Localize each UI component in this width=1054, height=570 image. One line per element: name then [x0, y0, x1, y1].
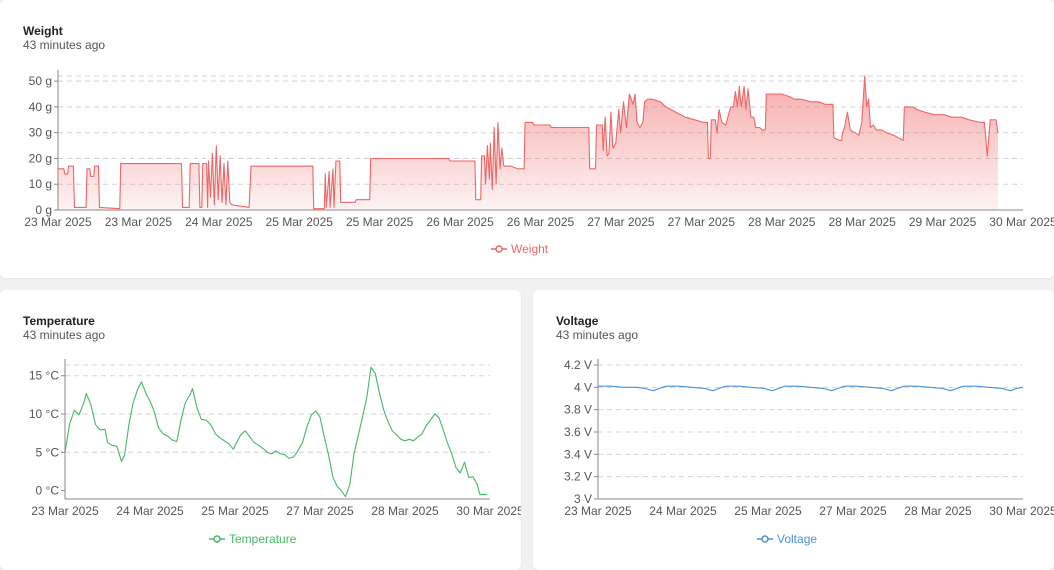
weight-legend[interactable]: Weight — [491, 242, 548, 256]
weight-x-tick-label: 23 Mar 2025 — [24, 215, 92, 229]
weight-title: Weight — [23, 24, 63, 38]
weight-y-tick-label: 20 g — [29, 151, 52, 165]
weight-x-tick-label: 28 Mar 2025 — [748, 215, 816, 229]
temperature-card: Temperature 43 minutes ago 0 °C 5 °C 10 °C… — [0, 290, 521, 570]
voltage-title: Voltage — [556, 314, 599, 328]
weight-x-tick-label: 25 Mar 2025 — [266, 215, 334, 229]
voltage-x-tick-label: 27 Mar 2025 — [819, 504, 887, 518]
voltage-legend[interactable]: Voltage — [757, 532, 817, 546]
voltage-card: Voltage 43 minutes ago 3 V 3.2 V 3.4 V 3.6 … — [533, 290, 1054, 570]
weight-y-tick-label: 40 g — [29, 100, 52, 114]
weight-x-tick-label: 26 Mar 2025 — [426, 215, 494, 229]
voltage-x-tick-label: 24 Mar 2025 — [649, 504, 717, 518]
temperature-legend-label: Temperature — [229, 532, 297, 546]
temperature-x-tick-label: 23 Mar 2025 — [31, 504, 99, 518]
weight-x-tick-label: 24 Mar 2025 — [185, 215, 253, 229]
weight-y-tick-label: 0 g — [35, 203, 52, 217]
voltage-y-tick-label: 3 V — [574, 492, 592, 506]
temperature-x-tick-label: 24 Mar 2025 — [116, 504, 184, 518]
voltage-updated: 43 minutes ago — [556, 328, 639, 342]
temperature-title: Temperature — [23, 314, 95, 328]
voltage-y-tick-label: 3.8 V — [564, 403, 592, 417]
weight-legend-label: Weight — [511, 242, 549, 256]
weight-x-tick-label: 26 Mar 2025 — [507, 215, 575, 229]
weight-x-tick-label: 23 Mar 2025 — [105, 215, 173, 229]
temperature-legend[interactable]: Temperature — [209, 532, 296, 546]
weight-y-tick-label: 30 g — [29, 126, 52, 140]
weight-x-tick-label: 28 Mar 2025 — [828, 215, 896, 229]
weight-series-area — [58, 76, 998, 210]
temperature-chart[interactable]: 0 °C 5 °C 10 °C 15 °C 23 Mar 2025 24 Mar 2025… — [0, 290, 521, 570]
temperature-x-tick-label: 28 Mar 2025 — [371, 504, 439, 518]
voltage-y-tick-label: 4 V — [574, 380, 592, 394]
temperature-y-tick-label: 5 °C — [36, 445, 60, 459]
weight-y-tick-label: 10 g — [29, 177, 52, 191]
temperature-y-tick-label: 15 °C — [29, 369, 59, 383]
temperature-x-tick-label: 25 Mar 2025 — [201, 504, 269, 518]
weight-x-tick-label: 30 Mar 2025 — [989, 215, 1054, 229]
weight-series-line — [58, 75, 999, 210]
voltage-series-line — [598, 385, 1024, 392]
voltage-y-tick-label: 3.4 V — [564, 447, 592, 461]
weight-y-tick-label: 50 g — [29, 74, 52, 88]
weight-chart[interactable]: 0 g 10 g 20 g 30 g 40 g 50 g 23 Mar 2025 23 Mar… — [0, 0, 1054, 278]
temperature-y-tick-label: 10 °C — [29, 407, 59, 421]
voltage-x-tick-label: 25 Mar 2025 — [734, 504, 802, 518]
temperature-x-tick-label: 30 Mar 2025 — [456, 504, 521, 518]
voltage-chart[interactable]: 3 V 3.2 V 3.4 V 3.6 V 3.8 V 4 V 4.2 V 23 Mar 20… — [533, 290, 1054, 570]
voltage-y-tick-label: 4.2 V — [564, 358, 592, 372]
weight-x-tick-label: 27 Mar 2025 — [587, 215, 655, 229]
voltage-y-tick-label: 3.6 V — [564, 425, 592, 439]
voltage-y-tick-label: 3.2 V — [564, 470, 592, 484]
temperature-y-tick-label: 0 °C — [36, 484, 60, 498]
weight-x-tick-label: 27 Mar 2025 — [668, 215, 736, 229]
temperature-x-tick-label: 27 Mar 2025 — [286, 504, 354, 518]
weight-card: Weight 43 minutes ago 0 g 10 g 20 g 30 g 40 … — [0, 0, 1054, 278]
voltage-x-tick-label: 28 Mar 2025 — [904, 504, 972, 518]
voltage-legend-label: Voltage — [777, 532, 818, 546]
temperature-series-line — [64, 366, 487, 498]
temperature-updated: 43 minutes ago — [23, 328, 106, 342]
weight-x-tick-label: 29 Mar 2025 — [909, 215, 977, 229]
weight-x-tick-label: 25 Mar 2025 — [346, 215, 414, 229]
voltage-x-tick-label: 30 Mar 2025 — [989, 504, 1054, 518]
weight-updated: 43 minutes ago — [23, 38, 106, 52]
voltage-x-tick-label: 23 Mar 2025 — [564, 504, 632, 518]
